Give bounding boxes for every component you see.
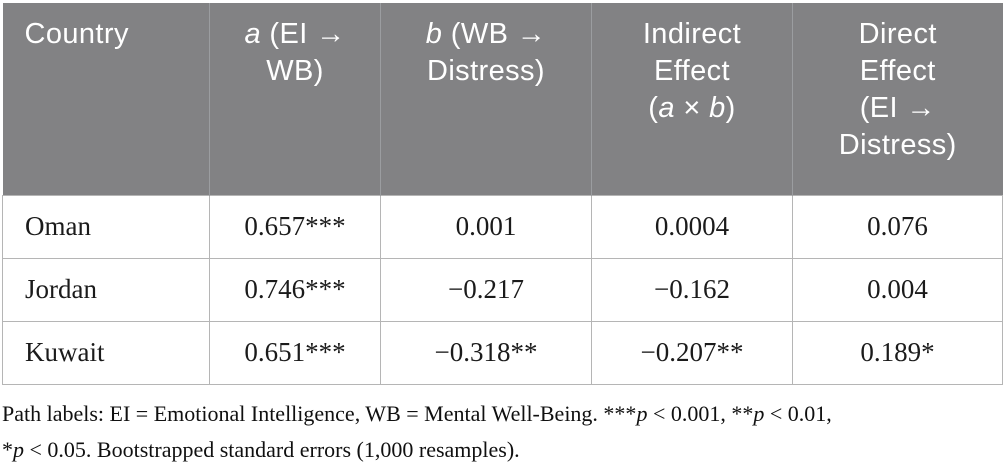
cell-direct-effect: 0.189* <box>792 320 1003 385</box>
header-cell-path-b: b (WB → Distress) <box>380 3 592 195</box>
cell-path-b: 0.001 <box>380 194 592 259</box>
table-header-row: Country a (EI → WB) b (WB → Distress) Indi… <box>2 3 1003 195</box>
cell-path-a: 0.651*** <box>209 320 381 385</box>
cell-path-b: −0.318** <box>380 320 592 385</box>
cell-country: Kuwait <box>2 320 210 385</box>
table-footnote: Path labels: EI = Emotional Intelligence… <box>2 401 832 462</box>
cell-direct-effect: 0.076 <box>792 194 1003 259</box>
cell-country: Oman <box>2 194 210 259</box>
header-cell-country: Country <box>2 3 210 195</box>
header-cell-direct-effect: Direct Effect (EI → Distress) <box>792 3 1003 195</box>
cell-indirect-effect: −0.207** <box>591 320 793 385</box>
table-row-oman: Oman 0.657*** 0.001 0.0004 0.076 <box>2 194 1003 259</box>
cell-country: Jordan <box>2 257 210 322</box>
cell-indirect-effect: −0.162 <box>591 257 793 322</box>
cell-indirect-effect: 0.0004 <box>591 194 793 259</box>
header-cell-path-a: a (EI → WB) <box>209 3 381 195</box>
table-row-kuwait: Kuwait 0.651*** −0.318** −0.207** 0.189* <box>2 320 1003 385</box>
cell-direct-effect: 0.004 <box>792 257 1003 322</box>
header-cell-indirect-effect: Indirect Effect (a × b) <box>591 3 793 195</box>
table-row-jordan: Jordan 0.746*** −0.217 −0.162 0.004 <box>2 257 1003 322</box>
mediation-results-table: Country a (EI → WB) b (WB → Distress) Indi… <box>2 3 1003 385</box>
cell-path-a: 0.657*** <box>209 194 381 259</box>
cell-path-a: 0.746*** <box>209 257 381 322</box>
cell-path-b: −0.217 <box>380 257 592 322</box>
